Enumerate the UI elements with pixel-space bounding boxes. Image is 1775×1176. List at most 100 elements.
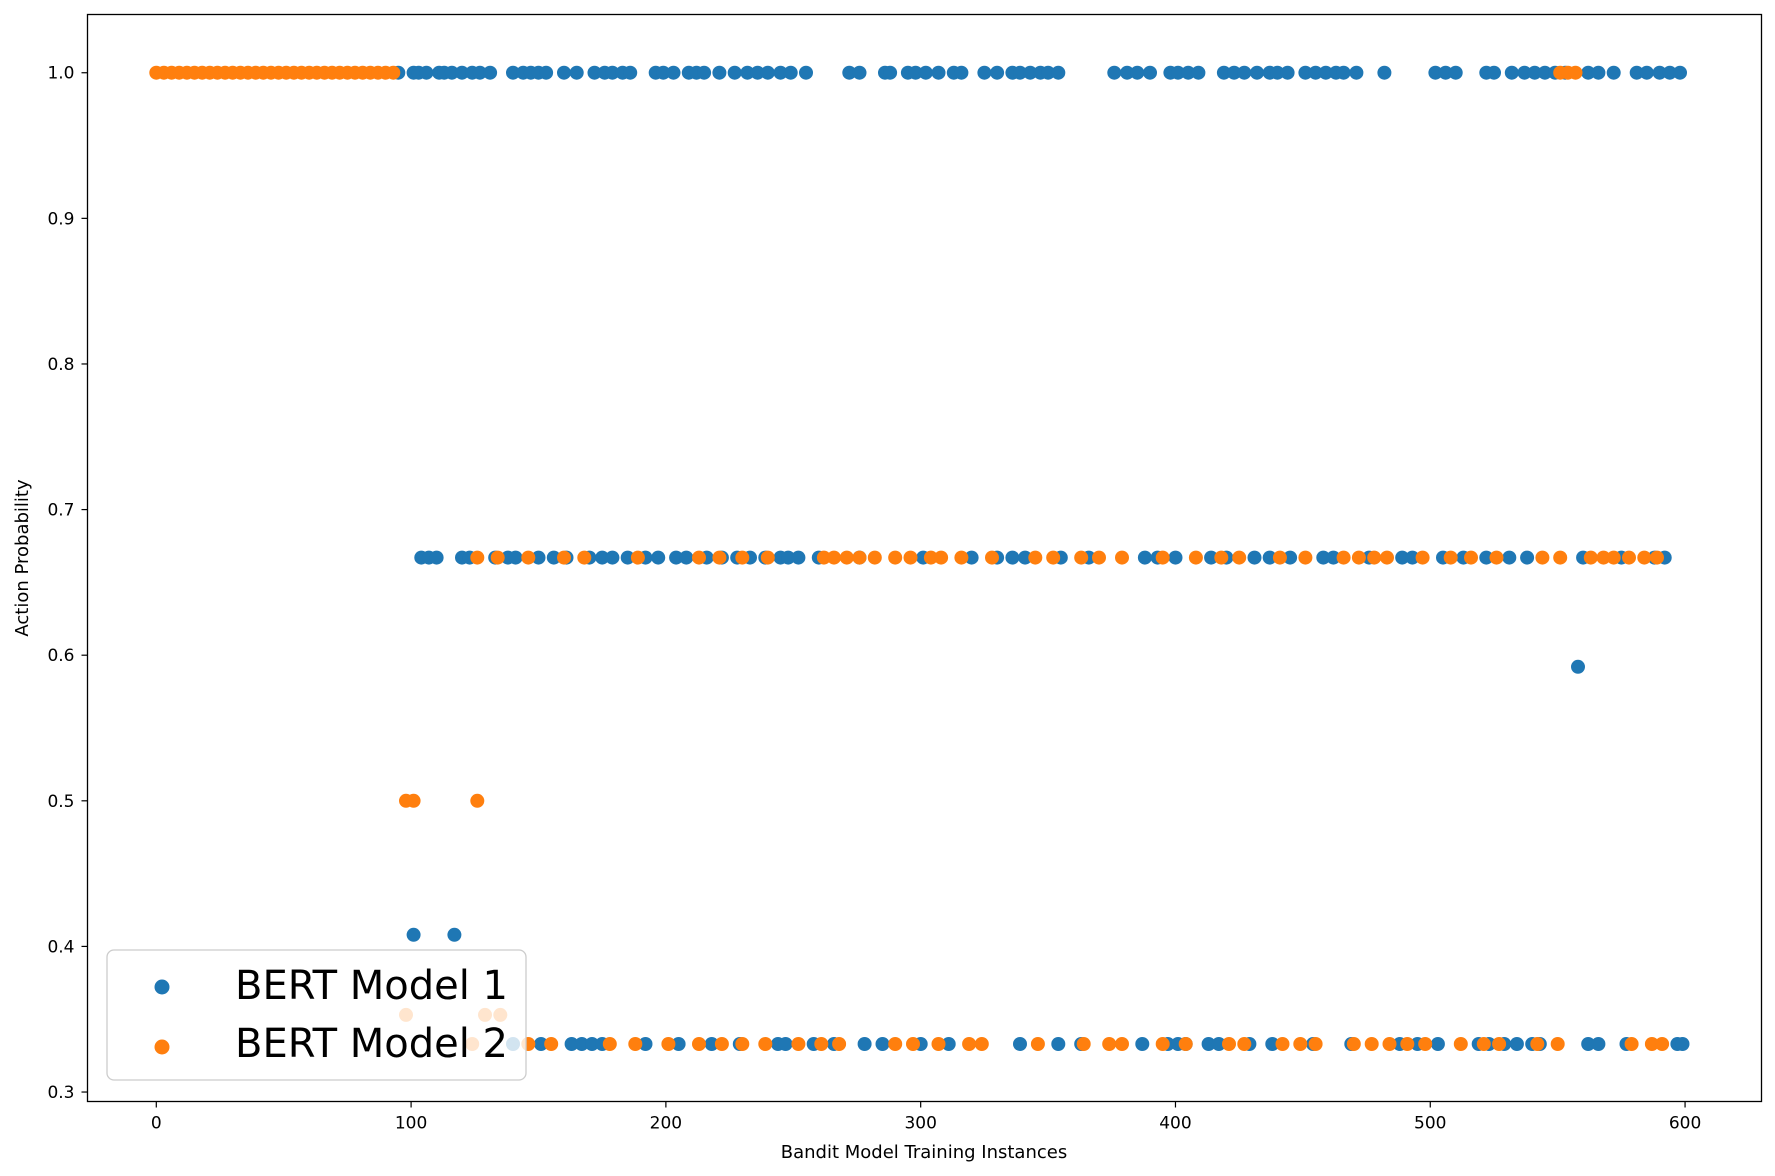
point-series-1-103	[508, 550, 523, 565]
point-series-2-73	[1464, 550, 1478, 565]
point-series-1-135	[1204, 550, 1219, 565]
point-series-2-53	[934, 550, 949, 565]
point-series-1-44	[931, 65, 946, 80]
point-series-2-71	[1415, 550, 1430, 565]
point-series-1-109	[605, 550, 620, 565]
x-tick-label-5: 500	[1414, 1114, 1446, 1134]
point-series-1-168	[778, 1037, 793, 1051]
point-series-1-138	[1262, 550, 1277, 565]
point-series-2-99	[791, 1037, 806, 1051]
point-series-2-50	[888, 550, 903, 565]
point-series-1-149	[1520, 550, 1535, 565]
points-layer	[149, 65, 1690, 1051]
point-series-2-78	[1596, 550, 1611, 565]
point-series-1-28	[697, 65, 712, 80]
point-series-1-161	[585, 1037, 599, 1051]
point-series-1-10	[483, 65, 498, 80]
point-series-1-76	[1377, 65, 1392, 80]
point-series-2-100	[814, 1037, 829, 1051]
point-series-1-163	[638, 1037, 653, 1051]
point-series-2-34	[1568, 65, 1583, 80]
point-series-2-57	[1046, 550, 1061, 565]
point-series-2-116	[1293, 1037, 1308, 1051]
point-series-1-38	[852, 65, 867, 80]
point-series-1-175	[1013, 1037, 1027, 1051]
point-series-1-198	[1591, 1037, 1606, 1051]
point-series-2-79	[1606, 550, 1621, 565]
point-series-2-67	[1336, 550, 1351, 565]
point-series-1-110	[620, 550, 635, 565]
point-series-2-111	[1155, 1037, 1170, 1051]
point-series-1-174	[941, 1037, 956, 1051]
point-series-1-134	[1168, 550, 1183, 565]
point-series-2-55	[985, 550, 999, 565]
point-series-1-30	[727, 65, 742, 80]
point-series-1-71	[1308, 65, 1323, 80]
point-series-1-22	[623, 65, 638, 80]
y-tick-label-6: 0.9	[47, 209, 74, 229]
point-series-2-102	[888, 1037, 903, 1051]
point-series-2-130	[1655, 1037, 1670, 1051]
point-series-1-61	[1181, 65, 1196, 80]
point-series-2-74	[1489, 550, 1504, 565]
point-series-2-36	[490, 550, 505, 565]
point-series-1-56	[1120, 65, 1135, 80]
point-series-2-107	[1030, 1037, 1045, 1051]
point-series-2-64	[1232, 550, 1247, 565]
point-series-2-91	[544, 1037, 559, 1051]
point-series-2-45	[816, 550, 831, 565]
point-series-2-92	[602, 1037, 617, 1051]
point-series-2-114	[1237, 1037, 1252, 1051]
point-series-1-20	[605, 65, 620, 80]
point-series-1-32	[750, 65, 765, 80]
legend-marker-bert-model-2	[154, 1039, 170, 1055]
point-series-1-178	[1135, 1037, 1150, 1051]
point-series-1-148	[1502, 550, 1517, 565]
point-series-2-54	[954, 550, 969, 565]
point-series-1-9	[472, 65, 487, 80]
point-series-1-197	[1581, 1037, 1596, 1051]
point-series-1-55	[1107, 65, 1122, 80]
point-series-2-93	[628, 1037, 643, 1051]
point-series-1-176	[1051, 1037, 1066, 1051]
point-series-1-128	[1005, 550, 1020, 565]
y-tick-label-4: 0.7	[47, 501, 74, 521]
point-series-1-113	[669, 550, 684, 565]
point-series-1-93	[1652, 65, 1667, 80]
point-series-2-58	[1074, 550, 1089, 565]
point-series-2-44	[760, 550, 775, 565]
point-series-1-35	[783, 65, 798, 80]
point-series-1-68	[1270, 65, 1285, 80]
point-series-1-144	[1405, 550, 1420, 565]
point-series-2-43	[735, 550, 750, 565]
point-series-1-54	[1051, 65, 1066, 80]
point-series-2-82	[1650, 550, 1664, 565]
legend-label-bert-model-2: BERT Model 2	[235, 1021, 508, 1067]
point-series-1-90	[1606, 65, 1621, 80]
point-series-2-68	[1351, 550, 1366, 565]
point-series-1-95	[1673, 65, 1687, 80]
point-series-2-61	[1155, 550, 1170, 565]
x-tick-label-3: 300	[904, 1114, 936, 1134]
point-series-1-114	[679, 550, 694, 565]
point-series-2-112	[1178, 1037, 1193, 1051]
legend-label-bert-model-1: BERT Model 1	[235, 963, 508, 1009]
point-series-2-103	[906, 1037, 920, 1051]
point-series-1-160	[574, 1037, 589, 1051]
point-series-2-120	[1382, 1037, 1397, 1051]
point-series-1-140	[1316, 550, 1331, 565]
point-series-1-156	[447, 927, 462, 942]
point-series-2-66	[1298, 550, 1313, 565]
point-series-1-143	[1395, 550, 1410, 565]
point-series-2-118	[1346, 1037, 1361, 1051]
point-series-2-72	[1443, 550, 1458, 565]
point-series-1-83	[1517, 65, 1532, 80]
point-series-2-52	[923, 550, 938, 565]
point-series-1-16	[557, 65, 571, 80]
point-series-1-141	[1326, 550, 1341, 565]
point-series-2-80	[1622, 550, 1636, 565]
point-series-2-101	[832, 1037, 847, 1051]
point-series-1-11	[506, 65, 520, 80]
point-series-2-96	[714, 1037, 729, 1051]
y-tick-label-2: 0.5	[47, 792, 74, 812]
